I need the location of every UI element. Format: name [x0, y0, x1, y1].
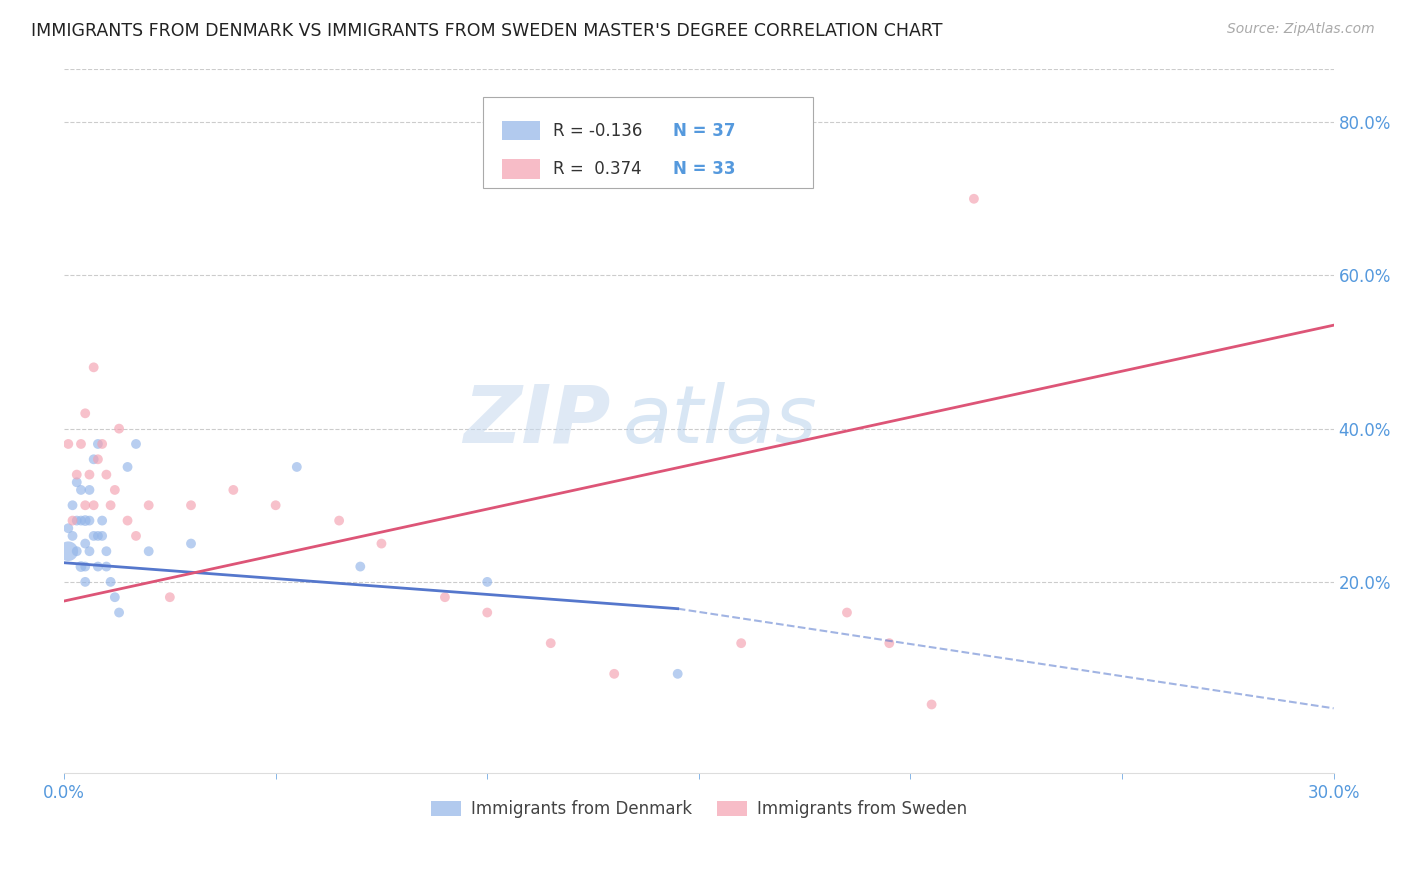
Point — [79, 544, 101, 558]
Point — [87, 559, 110, 574]
Point — [75, 498, 97, 512]
Point — [603, 666, 626, 681]
Point — [79, 514, 101, 528]
Point — [96, 559, 118, 574]
Point — [100, 498, 122, 512]
Point — [328, 514, 350, 528]
Point — [138, 544, 160, 558]
Point — [58, 437, 80, 451]
Point — [540, 636, 562, 650]
Point — [180, 498, 202, 512]
Point — [70, 514, 93, 528]
Text: IMMIGRANTS FROM DENMARK VS IMMIGRANTS FROM SWEDEN MASTER'S DEGREE CORRELATION CH: IMMIGRANTS FROM DENMARK VS IMMIGRANTS FR… — [31, 22, 942, 40]
Point — [83, 452, 105, 467]
Point — [58, 521, 80, 535]
FancyBboxPatch shape — [502, 120, 540, 140]
Point — [70, 483, 93, 497]
Point — [75, 514, 97, 528]
Point — [66, 514, 89, 528]
Point — [91, 529, 114, 543]
Point — [117, 514, 139, 528]
Point — [108, 422, 131, 436]
Point — [180, 536, 202, 550]
Point — [100, 574, 122, 589]
Point — [730, 636, 752, 650]
Text: N = 37: N = 37 — [673, 121, 735, 139]
Point — [264, 498, 287, 512]
Text: R = -0.136: R = -0.136 — [553, 121, 643, 139]
Point — [877, 636, 900, 650]
Point — [62, 529, 84, 543]
Point — [79, 483, 101, 497]
Point — [87, 437, 110, 451]
Point — [222, 483, 245, 497]
Legend: Immigrants from Denmark, Immigrants from Sweden: Immigrants from Denmark, Immigrants from… — [425, 794, 973, 825]
Point — [125, 529, 148, 543]
Text: N = 33: N = 33 — [673, 161, 735, 178]
Point — [66, 544, 89, 558]
Point — [66, 475, 89, 490]
Point — [62, 514, 84, 528]
Point — [125, 437, 148, 451]
Point — [159, 591, 181, 605]
Point — [477, 574, 499, 589]
Text: R =  0.374: R = 0.374 — [553, 161, 641, 178]
Point — [666, 666, 689, 681]
Point — [75, 536, 97, 550]
Point — [83, 529, 105, 543]
Point — [70, 559, 93, 574]
Point — [75, 406, 97, 420]
Point — [921, 698, 943, 712]
Point — [87, 529, 110, 543]
Point — [79, 467, 101, 482]
Point — [91, 437, 114, 451]
Point — [835, 606, 858, 620]
FancyBboxPatch shape — [502, 160, 540, 179]
Point — [433, 591, 456, 605]
Point — [83, 360, 105, 375]
Point — [108, 606, 131, 620]
Point — [70, 437, 93, 451]
Point — [58, 544, 80, 558]
Text: atlas: atlas — [623, 382, 817, 460]
FancyBboxPatch shape — [484, 96, 813, 188]
Point — [75, 574, 97, 589]
Point — [75, 559, 97, 574]
Point — [66, 467, 89, 482]
Text: Source: ZipAtlas.com: Source: ZipAtlas.com — [1227, 22, 1375, 37]
Point — [349, 559, 371, 574]
Point — [285, 459, 308, 474]
Point — [96, 467, 118, 482]
Point — [477, 606, 499, 620]
Text: ZIP: ZIP — [463, 382, 610, 460]
Point — [87, 452, 110, 467]
Point — [83, 498, 105, 512]
Point — [138, 498, 160, 512]
Point — [91, 514, 114, 528]
Point — [963, 192, 986, 206]
Point — [96, 544, 118, 558]
Point — [117, 459, 139, 474]
Point — [62, 498, 84, 512]
Point — [104, 591, 127, 605]
Point — [104, 483, 127, 497]
Point — [370, 536, 392, 550]
